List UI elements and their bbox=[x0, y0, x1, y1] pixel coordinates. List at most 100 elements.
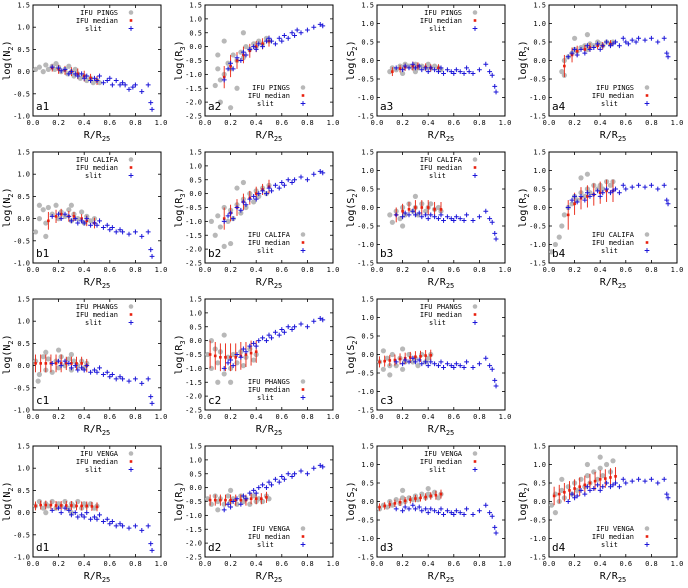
slit-point bbox=[445, 67, 450, 73]
y-tick-label: 0.0 bbox=[17, 362, 30, 370]
slit-point bbox=[320, 23, 326, 29]
slit-point bbox=[448, 69, 454, 74]
slit-point bbox=[139, 527, 145, 533]
y-axis-label-end: ) bbox=[2, 187, 13, 193]
ifu-point bbox=[240, 30, 246, 36]
plot-frame bbox=[32, 298, 162, 411]
slit-point bbox=[88, 516, 93, 522]
slit-point bbox=[493, 236, 499, 242]
slit-point bbox=[483, 61, 489, 67]
x-tick-label: 1.0 bbox=[155, 413, 168, 421]
x-tick-label: 1.0 bbox=[155, 560, 168, 568]
slit-point bbox=[655, 186, 661, 192]
ifu-point bbox=[240, 179, 246, 186]
slit-point bbox=[461, 218, 467, 223]
x-tick-label: 1.0 bbox=[327, 266, 340, 274]
slit-point bbox=[72, 216, 78, 221]
y-axis-label-end: ) bbox=[346, 40, 357, 46]
median-point bbox=[583, 483, 587, 487]
y-tick-label: 0.0 bbox=[189, 484, 202, 492]
slit-point bbox=[636, 182, 641, 188]
median-point bbox=[254, 497, 258, 501]
slit-point bbox=[425, 216, 431, 221]
slit-point bbox=[228, 60, 233, 66]
slit-point bbox=[256, 41, 262, 47]
x-tick-label: 0.8 bbox=[645, 560, 658, 568]
panel-b4: 0.0 0.2 0.4 0.6 0.8 1.0 -1.5 -1.0 -0.5 0.0 0.5 1.0 1… bbox=[518, 149, 683, 291]
y-axis-label-sub: 3 bbox=[179, 340, 187, 344]
x-tick-label: 0.4 bbox=[422, 266, 435, 274]
slit-point bbox=[470, 365, 476, 370]
slit-point bbox=[470, 71, 476, 76]
y-axis-label-end: ) bbox=[174, 334, 185, 340]
y-tick-label: 0.0 bbox=[361, 351, 374, 359]
slit-point bbox=[228, 357, 233, 363]
slit-point bbox=[438, 212, 444, 218]
ifu-point bbox=[565, 484, 571, 490]
x-axis-label-sub: 25 bbox=[274, 135, 282, 143]
slit-point bbox=[416, 357, 422, 363]
slit-point bbox=[279, 474, 285, 479]
median-point bbox=[224, 355, 227, 359]
ifu-point bbox=[600, 473, 606, 479]
y-axis-label-sub: 2 bbox=[523, 193, 531, 197]
legend-median-marker bbox=[301, 241, 305, 244]
ifu-point bbox=[228, 487, 234, 493]
slit-point bbox=[438, 359, 444, 365]
slit-point bbox=[413, 212, 418, 218]
slit-point bbox=[432, 67, 437, 73]
y-tick-label: -0.5 bbox=[529, 76, 546, 84]
slit-point bbox=[477, 214, 482, 220]
ifu-point bbox=[221, 371, 227, 377]
legend-slit-label: slit bbox=[601, 541, 618, 549]
legend-median-marker bbox=[473, 19, 477, 22]
ifu-point bbox=[208, 338, 214, 344]
y-tick-label: -1.0 bbox=[13, 407, 30, 415]
median-point bbox=[224, 498, 227, 502]
median-point bbox=[557, 492, 561, 496]
y-tick-label: 1.0 bbox=[361, 20, 374, 28]
legend-ifu-label: IFU PINGS bbox=[252, 84, 290, 92]
y-tick-label: -1.5 bbox=[357, 260, 374, 268]
slit-point bbox=[281, 182, 287, 188]
median-point bbox=[429, 353, 433, 357]
slit-point bbox=[94, 78, 100, 83]
slit-point bbox=[241, 493, 246, 499]
x-tick-label: 0.6 bbox=[275, 560, 288, 568]
x-tick-label: 1.0 bbox=[155, 119, 168, 127]
slit-point bbox=[289, 327, 295, 332]
x-tick-label: 0.6 bbox=[103, 119, 116, 127]
x-axis-label: R/R25 bbox=[84, 130, 111, 143]
slit-point bbox=[241, 199, 246, 205]
median-point bbox=[34, 362, 37, 365]
y-tick-label: 1.5 bbox=[361, 443, 374, 451]
slit-point bbox=[149, 253, 155, 259]
slit-point bbox=[445, 214, 450, 220]
ifu-point bbox=[36, 371, 43, 378]
slit-point bbox=[225, 213, 231, 219]
legend-median-marker bbox=[645, 241, 649, 244]
median-point bbox=[249, 497, 253, 501]
ifu-point bbox=[215, 360, 221, 366]
y-axis-label-end: ) bbox=[518, 481, 529, 487]
x-tick-label: 0.6 bbox=[619, 560, 632, 568]
y-tick-label: -0.5 bbox=[13, 384, 30, 392]
ifu-point bbox=[604, 461, 610, 468]
slit-point bbox=[230, 216, 236, 221]
y-axis-label: log(N2) bbox=[2, 187, 15, 227]
slit-point bbox=[464, 212, 469, 218]
median-point bbox=[213, 354, 217, 358]
ifu-point bbox=[251, 199, 257, 205]
ifu-point bbox=[238, 210, 244, 216]
ifu-point bbox=[88, 218, 94, 224]
legend-median-marker bbox=[129, 166, 133, 169]
ifu-point bbox=[387, 372, 393, 378]
ifu-point bbox=[228, 240, 234, 247]
ifu-point bbox=[256, 193, 262, 199]
legend-median-label: IFU median bbox=[420, 164, 462, 172]
x-axis-label-sub: 25 bbox=[102, 282, 110, 290]
